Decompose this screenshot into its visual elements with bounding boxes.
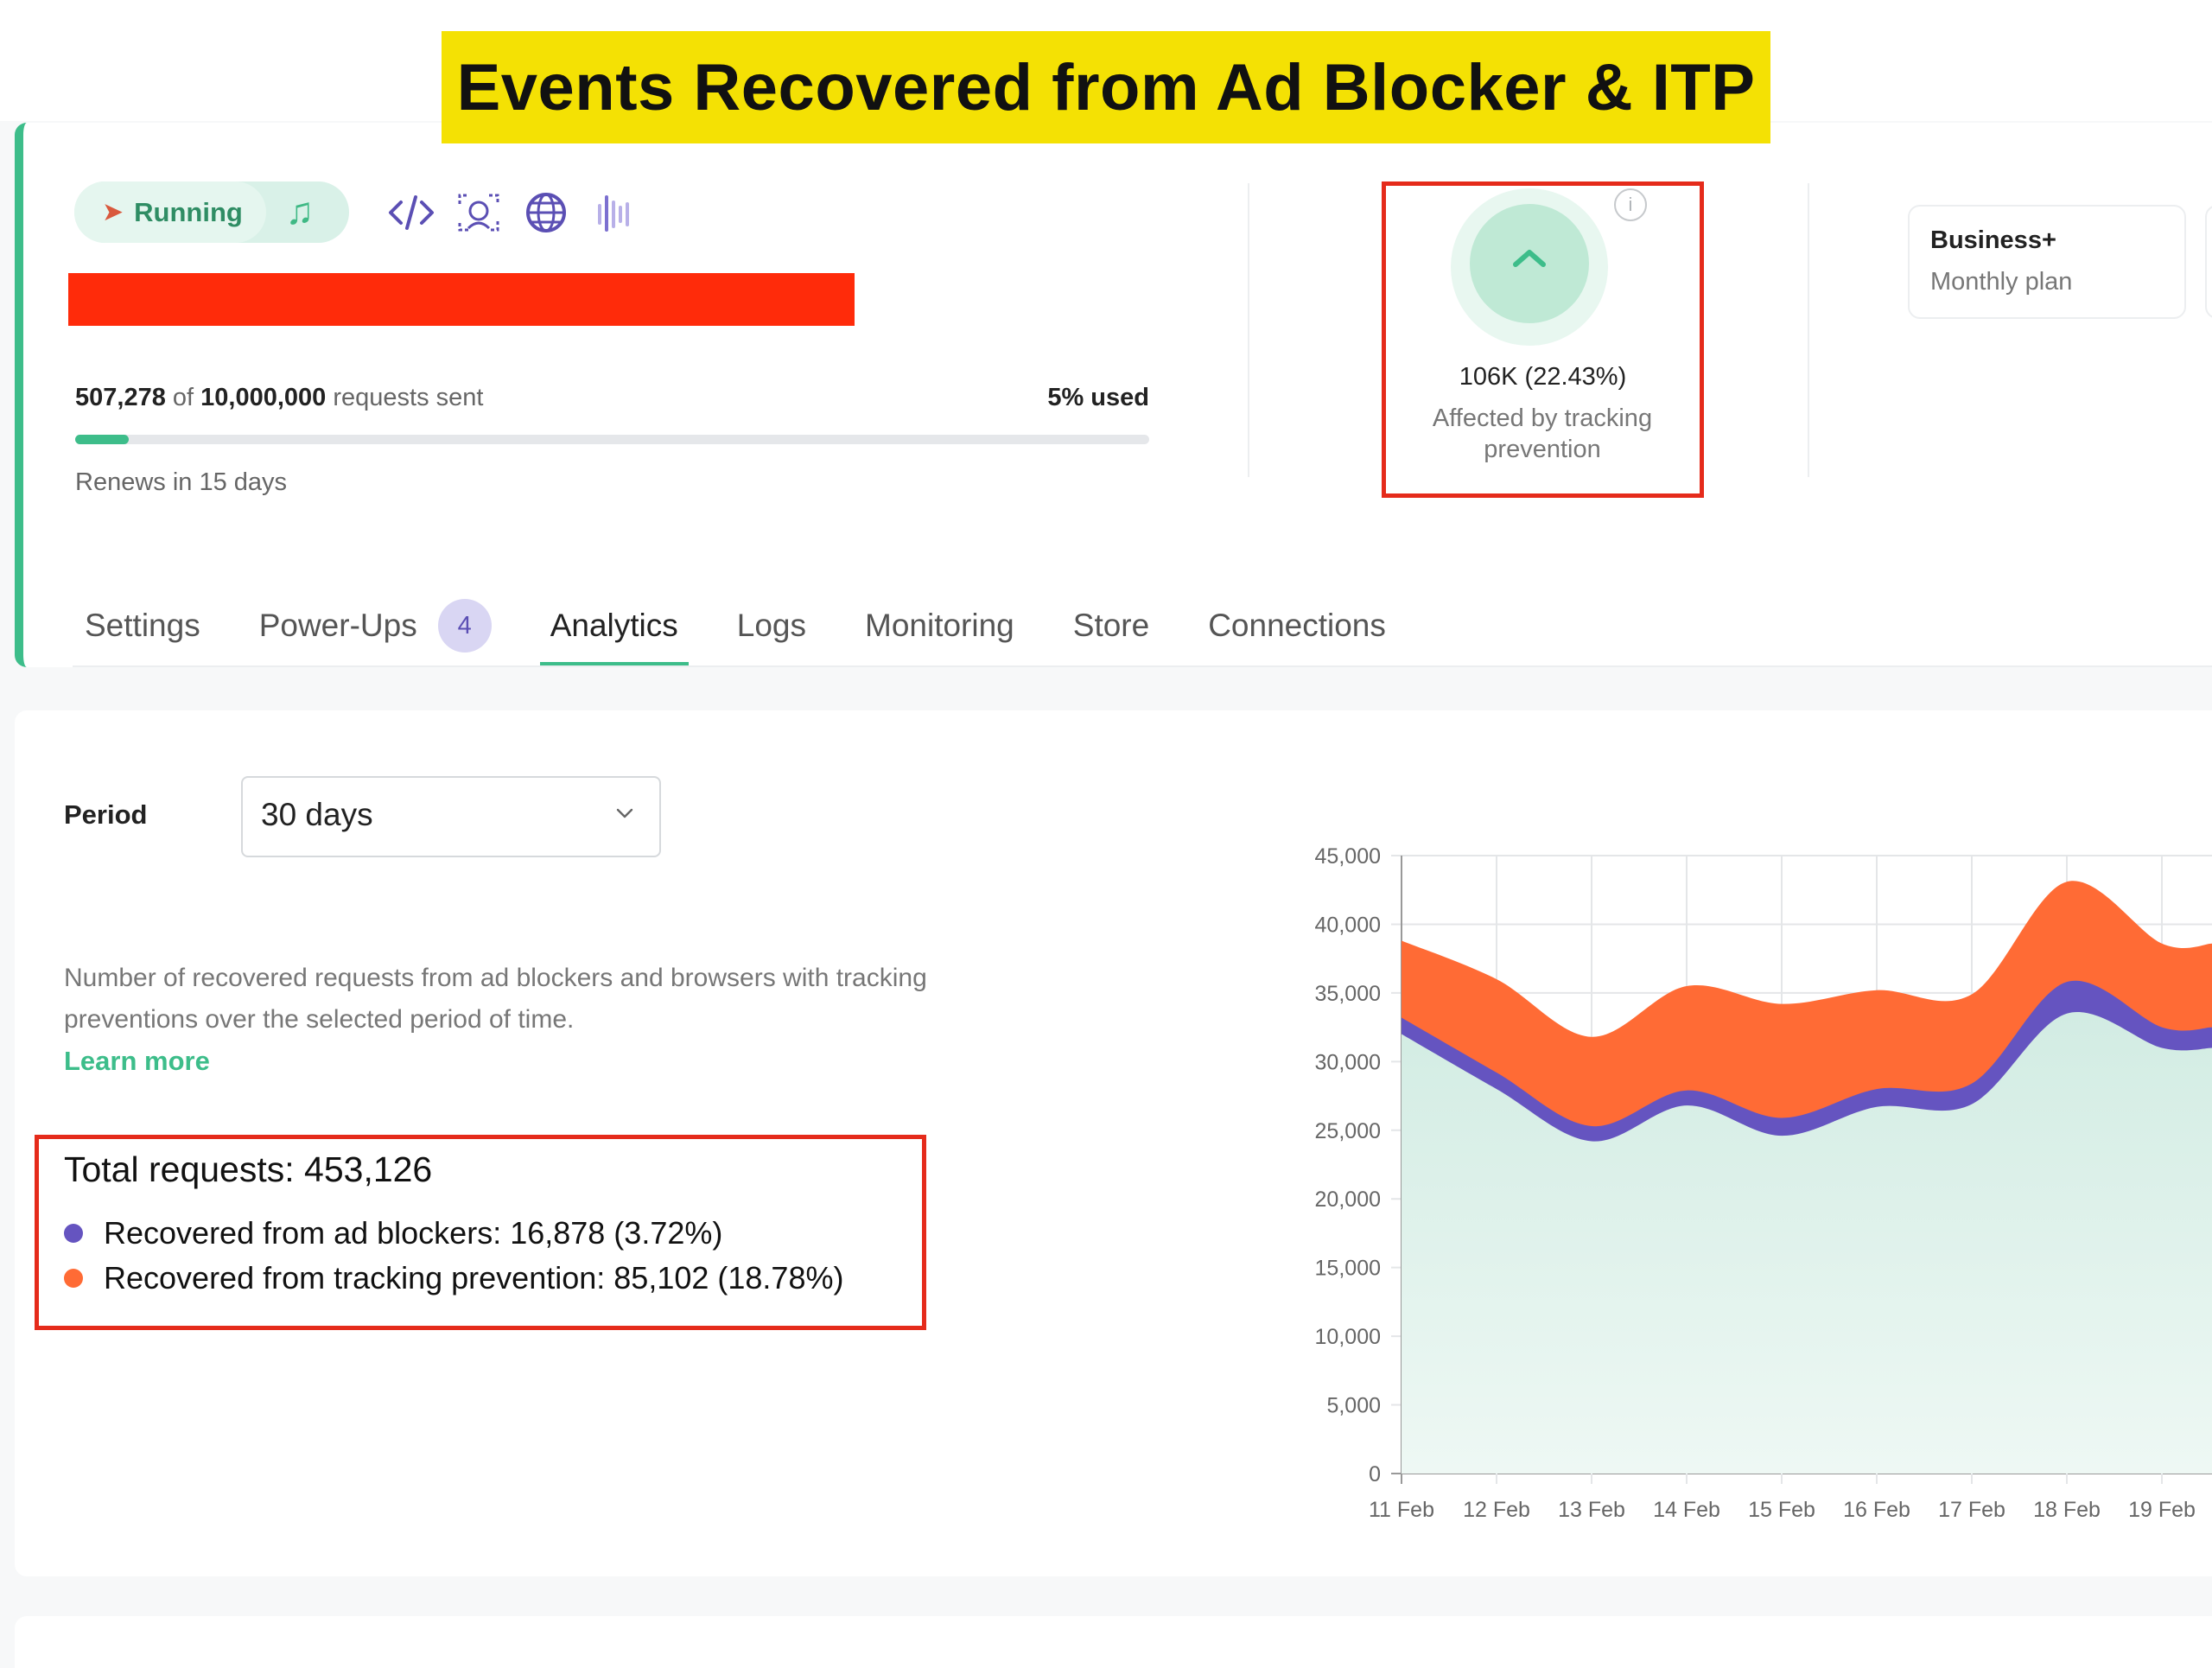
highlight-box — [35, 1135, 926, 1330]
renews-label: Renews in 15 days — [75, 468, 288, 496]
tab-label: Connections — [1208, 607, 1386, 643]
total-requests: Total requests: 453,126 — [64, 1149, 433, 1189]
banner-title: Events Recovered from Ad Blocker & ITP — [442, 31, 1770, 143]
legend-dot — [64, 1269, 83, 1288]
x-tick-label: 14 Feb — [1653, 1498, 1720, 1522]
y-tick-label: 15,000 — [1315, 1257, 1381, 1281]
tab-label: Monitoring — [865, 607, 1014, 643]
tracking-prevention-label: Affected by tracking prevention — [1432, 404, 1653, 463]
info-icon[interactable]: i — [1614, 188, 1647, 221]
face-scan-icon[interactable] — [453, 188, 505, 237]
usage-total: 10,000,000 — [200, 384, 327, 411]
tracking-gauge-inner — [1470, 204, 1589, 323]
usage-of: of — [172, 384, 194, 411]
y-tick-label: 45,000 — [1315, 844, 1381, 869]
divider — [1248, 183, 1249, 477]
x-tick-label: 17 Feb — [1938, 1498, 2005, 1522]
x-tick-label: 12 Feb — [1463, 1498, 1530, 1522]
x-tick-label: 15 Feb — [1748, 1498, 1815, 1522]
count-badge: 4 — [437, 598, 492, 653]
period-label: Period — [64, 799, 148, 830]
status-label: Running — [134, 196, 243, 227]
y-tick-label: 5,000 — [1326, 1394, 1381, 1418]
legend-label: Recovered from tracking prevention: 85,1… — [104, 1260, 844, 1296]
tab-power-ups[interactable]: Power-Ups 4 — [247, 584, 504, 666]
globe-icon[interactable] — [520, 188, 572, 237]
y-tick-label: 10,000 — [1315, 1325, 1381, 1349]
x-tick-label: 11 Feb — [1369, 1498, 1434, 1522]
tab-bar-divider — [73, 665, 2212, 667]
divider — [1808, 183, 1809, 477]
music-icon[interactable]: ♫ — [285, 190, 315, 232]
code-icon[interactable] — [385, 188, 437, 237]
plan-card-next[interactable] — [2205, 205, 2212, 319]
banner-title-text: Events Recovered from Ad Blocker & ITP — [456, 50, 1756, 124]
usage-progress-track — [75, 435, 1149, 444]
plan-name: Business+ — [1930, 226, 2056, 254]
x-tick-label: 19 Feb — [2128, 1498, 2196, 1522]
tab-settings[interactable]: Settings — [73, 584, 213, 666]
learn-more-link[interactable]: Learn more — [64, 1046, 210, 1076]
usage-suffix: requests sent — [333, 384, 484, 411]
tab-label: Logs — [736, 607, 806, 643]
chevron-up-icon — [1513, 250, 1546, 267]
y-tick-label: 20,000 — [1315, 1187, 1381, 1212]
tab-logs[interactable]: Logs — [725, 584, 818, 666]
legend-item-ad-blockers: Recovered from ad blockers: 16,878 (3.72… — [64, 1215, 722, 1251]
tab-label: Settings — [85, 607, 200, 643]
signal-bars-icon[interactable] — [588, 188, 639, 237]
highlight-box — [1382, 181, 1704, 498]
area-base-requests — [1402, 1012, 2212, 1474]
y-tick-label: 30,000 — [1315, 1050, 1381, 1074]
tracking-prevention-value: 106K (22.43%) — [1459, 363, 1627, 391]
chevron-down-icon[interactable] — [615, 807, 634, 819]
y-tick-label: 35,000 — [1315, 982, 1381, 1006]
legend-label: Recovered from ad blockers: 16,878 (3.72… — [104, 1215, 723, 1251]
legend-item-tracking-prevention: Recovered from tracking prevention: 85,1… — [64, 1260, 843, 1296]
y-tick-label: 40,000 — [1315, 913, 1381, 937]
usage-sent: 507,278 — [75, 384, 166, 411]
plan-type: Monthly plan — [1930, 268, 2073, 296]
usage-progress-fill — [75, 435, 130, 444]
status-running[interactable]: ➤ Running — [74, 181, 266, 243]
x-tick-label: 13 Feb — [1558, 1498, 1625, 1522]
analytics-description: Number of recovered requests from ad blo… — [64, 964, 927, 1034]
tab-bar: Settings Power-Ups 4 Analytics Logs Monit… — [73, 584, 1433, 666]
tab-store[interactable]: Store — [1061, 584, 1161, 666]
tab-label: Analytics — [550, 607, 678, 643]
tab-label: Power-Ups — [258, 607, 417, 643]
container-header-card — [15, 123, 2212, 667]
tab-label: Store — [1072, 607, 1150, 643]
x-tick-label: 16 Feb — [1843, 1498, 1910, 1522]
usage-summary: 507,278 of 10,000,000 requests sent — [75, 384, 483, 412]
y-tick-label: 25,000 — [1315, 1119, 1381, 1143]
period-select-value: 30 days — [261, 797, 373, 832]
rocket-icon: ➤ — [102, 198, 124, 226]
usage-percent: 5% used — [1047, 384, 1149, 411]
period-select[interactable] — [241, 776, 661, 857]
recovered-requests-chart: 0 5,000 10,000 15,000 20,000 25,000 30,000 35,0… — [1315, 844, 2212, 1522]
x-tick-label: 18 Feb — [2033, 1498, 2101, 1522]
tab-connections[interactable]: Connections — [1196, 584, 1398, 666]
y-tick-label: 0 — [1369, 1462, 1381, 1487]
redacted-area — [68, 273, 855, 326]
legend-dot — [64, 1224, 83, 1243]
tab-analytics[interactable]: Analytics — [538, 584, 690, 666]
tab-monitoring[interactable]: Monitoring — [853, 584, 1027, 666]
plan-card[interactable] — [1908, 205, 2186, 319]
next-card — [15, 1616, 2212, 1668]
